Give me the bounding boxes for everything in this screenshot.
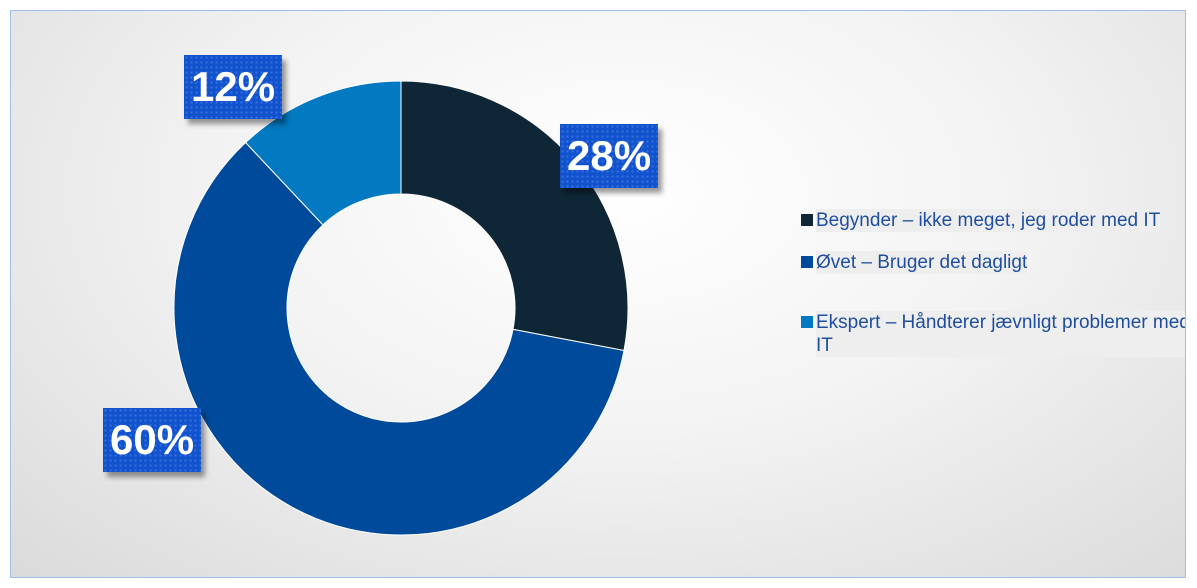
legend-label: Øvet – Bruger det dagligt xyxy=(816,251,1028,274)
slice-begynder xyxy=(400,80,629,352)
legend-swatch xyxy=(801,256,813,268)
legend-item-ekspert: Ekspert – Håndterer jævnligt problemer m… xyxy=(801,311,1185,357)
slice-ovet xyxy=(173,141,625,536)
legend-swatch xyxy=(801,214,813,226)
donut-chart xyxy=(173,80,629,536)
slice-ekspert xyxy=(244,80,402,226)
data-label-ovet: 60% xyxy=(103,408,202,472)
legend: Begynder – ikke meget, jeg roder med IT … xyxy=(801,209,1185,376)
chart-area: 28% 60% 12% Begynder – ikke meget, jeg r… xyxy=(10,10,1186,578)
data-label-ekspert: 12% xyxy=(184,55,283,119)
legend-swatch xyxy=(801,316,813,328)
legend-label: Ekspert – Håndterer jævnligt problemer m… xyxy=(816,311,1185,357)
legend-item-ovet: Øvet – Bruger det dagligt xyxy=(801,251,1185,274)
data-label-begynder: 28% xyxy=(560,124,659,188)
legend-label: Begynder – ikke meget, jeg roder med IT xyxy=(816,209,1161,232)
legend-item-begynder: Begynder – ikke meget, jeg roder med IT xyxy=(801,209,1185,232)
